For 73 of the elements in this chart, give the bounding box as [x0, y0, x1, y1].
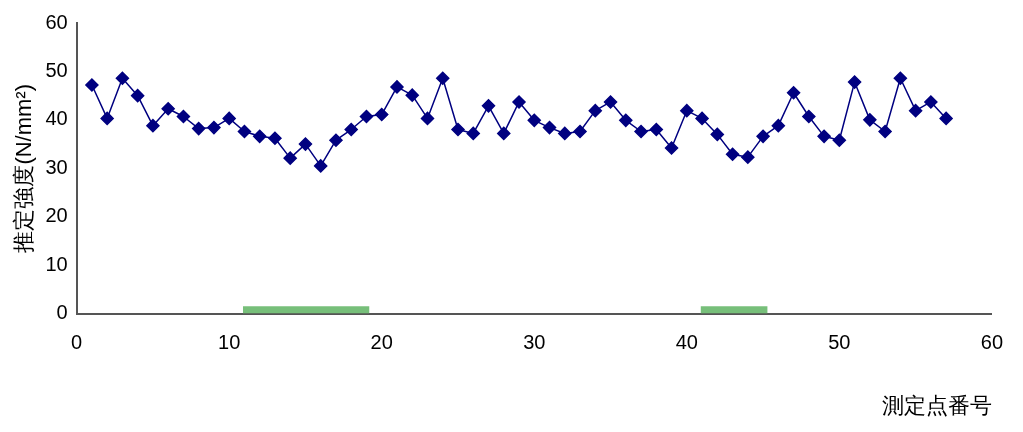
y-axis-title: 推定強度(N/mm²) — [11, 83, 37, 253]
y-tick-label: 60 — [45, 10, 68, 33]
point — [924, 95, 938, 109]
point — [481, 99, 496, 113]
point — [130, 88, 145, 103]
point — [817, 129, 831, 144]
point — [435, 71, 450, 85]
point — [85, 78, 99, 92]
point — [146, 118, 160, 133]
point — [786, 85, 801, 100]
point — [161, 101, 175, 116]
point — [390, 80, 404, 94]
point — [374, 107, 389, 122]
point — [252, 129, 267, 144]
point — [893, 71, 908, 85]
point — [527, 113, 542, 128]
point — [237, 124, 252, 139]
point — [268, 131, 282, 146]
point — [710, 127, 725, 142]
point — [558, 126, 572, 141]
point — [603, 95, 618, 109]
y-tick-label: 10 — [45, 252, 68, 275]
x-tick-label: 10 — [218, 331, 241, 354]
point — [908, 103, 923, 118]
x-tick-label: 30 — [523, 331, 546, 354]
point — [741, 150, 755, 164]
point — [344, 122, 358, 137]
point — [115, 71, 130, 85]
point — [832, 133, 847, 147]
x-tick-label: 20 — [370, 331, 393, 354]
point — [588, 103, 603, 118]
point — [725, 147, 740, 161]
point — [207, 120, 221, 135]
y-tick-label: 20 — [45, 204, 68, 227]
point — [329, 133, 343, 147]
x-tick-label: 0 — [71, 331, 83, 354]
y-tick-label: 50 — [45, 58, 68, 81]
point — [405, 88, 419, 102]
point — [542, 120, 557, 135]
point — [634, 124, 648, 139]
point — [695, 111, 709, 126]
point — [497, 126, 511, 141]
point — [359, 109, 374, 124]
x-tick-label: 50 — [828, 331, 851, 354]
y-tick-label: 30 — [45, 155, 68, 178]
point — [313, 159, 328, 173]
point — [512, 95, 526, 109]
point — [100, 111, 114, 126]
point — [176, 109, 191, 124]
point — [664, 141, 679, 155]
point — [680, 103, 694, 118]
point — [466, 126, 480, 141]
x-tick-label: 60 — [980, 331, 1003, 354]
x-tick-label: 40 — [675, 331, 698, 354]
point — [573, 124, 587, 139]
point — [649, 122, 664, 137]
point — [802, 109, 816, 124]
x-axis-title: 測定点番号 — [881, 392, 992, 418]
point — [847, 75, 862, 89]
point — [451, 122, 465, 137]
y-tick-label: 40 — [45, 107, 68, 130]
point — [619, 113, 633, 128]
point — [878, 124, 892, 139]
point — [298, 137, 313, 151]
point — [420, 111, 435, 126]
y-tick-label: 0 — [56, 301, 68, 324]
point — [756, 129, 770, 144]
point — [283, 151, 297, 165]
point — [771, 118, 786, 133]
point — [863, 113, 877, 127]
point — [222, 111, 236, 126]
point — [939, 111, 953, 126]
point — [191, 121, 206, 136]
